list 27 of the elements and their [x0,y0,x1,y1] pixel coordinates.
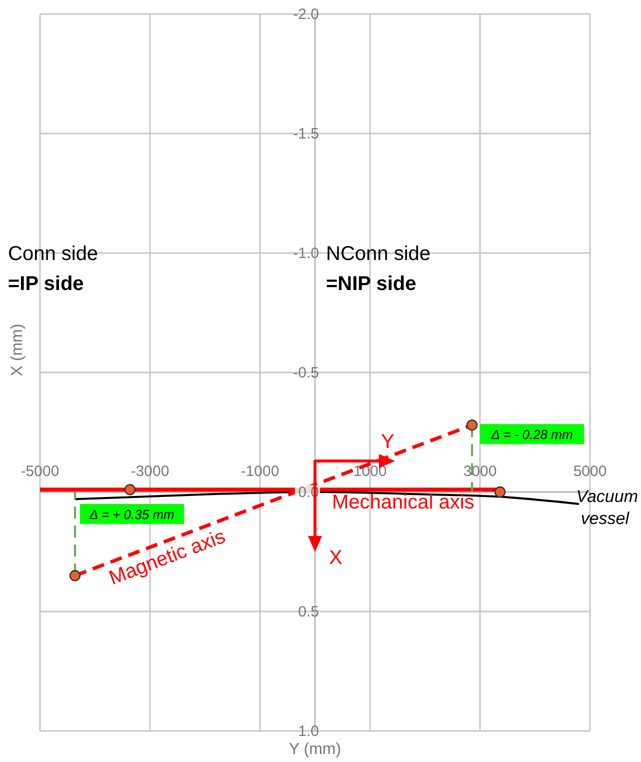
x-tick-label: -3000 [130,463,170,480]
annotation: =IP side [8,273,84,295]
point [124,484,136,496]
point [466,419,478,431]
point [494,486,506,498]
y-tick-label: 1.0 [298,723,319,740]
annotation: NConn side [326,243,431,265]
y-tick-label: 0.5 [298,604,319,620]
annotation: =NIP side [326,273,416,295]
y-tick-label: -2.0 [293,6,319,23]
x-tick-label: 5000 [573,463,607,480]
x-tick-label: -5000 [20,463,60,480]
y-axis-title: X (mm) [9,324,26,376]
x-tick-label: 3000 [463,463,497,480]
annotation: Conn side [8,243,98,265]
annotation: Δ = - 0.28 mm [490,427,573,442]
series-label: Mechanical axis [332,492,474,514]
y-tick-label: -1.0 [293,245,319,262]
x-tick-label: -1000 [240,463,280,480]
annotation: Y [381,431,394,453]
x-axis-title: Y (mm) [288,741,342,758]
annotation: Δ = + 0.35 mm [88,507,175,522]
y-tick-label: -1.5 [293,126,319,142]
point [69,570,81,582]
y-tick-label: -0.5 [293,364,319,382]
annotation: X [329,547,342,569]
series-label: Vacuum vessel [576,486,638,528]
